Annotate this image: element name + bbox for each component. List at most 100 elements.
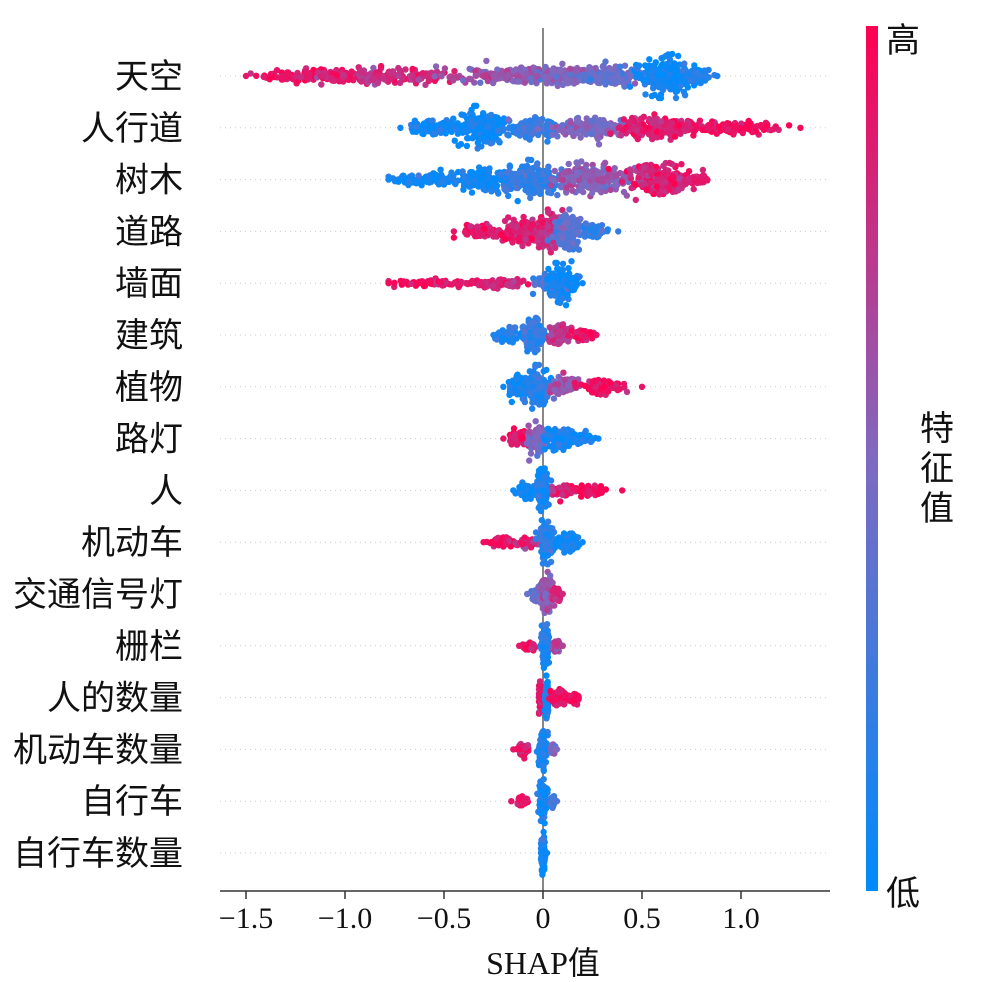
shap-point bbox=[597, 73, 604, 80]
shap-point bbox=[395, 72, 402, 79]
shap-point bbox=[482, 72, 490, 80]
shap-point bbox=[678, 161, 685, 168]
shap-point bbox=[432, 63, 440, 70]
shap-point bbox=[348, 68, 355, 75]
shap-point bbox=[253, 72, 260, 80]
shap-point bbox=[658, 55, 665, 62]
shap-point bbox=[569, 234, 577, 241]
shap-point bbox=[521, 398, 529, 406]
shap-point bbox=[419, 70, 427, 77]
max-outlier-point bbox=[638, 383, 646, 390]
shap-point bbox=[559, 60, 566, 67]
shap-point bbox=[515, 170, 522, 177]
shap-point bbox=[475, 125, 483, 133]
shap-point bbox=[770, 126, 777, 133]
shap-point bbox=[607, 130, 614, 137]
shap-point bbox=[581, 333, 589, 340]
shap-point bbox=[647, 179, 654, 186]
shap-point bbox=[358, 78, 365, 85]
shap-point bbox=[424, 70, 432, 77]
shap-point bbox=[415, 172, 422, 179]
shap-point bbox=[534, 170, 542, 178]
shap-point bbox=[549, 233, 556, 240]
shap-point bbox=[470, 121, 477, 128]
shap-point bbox=[469, 229, 476, 236]
shap-point bbox=[484, 123, 491, 130]
shap-point bbox=[583, 182, 590, 190]
shap-point bbox=[489, 282, 497, 289]
shap-point bbox=[508, 232, 515, 239]
shap-point bbox=[468, 189, 476, 196]
shap-point bbox=[567, 71, 574, 79]
shap-point bbox=[524, 230, 531, 237]
shap-point bbox=[495, 190, 502, 197]
shap-point bbox=[646, 56, 653, 63]
shap-point bbox=[279, 76, 287, 83]
colorbar-title-char: 值 bbox=[920, 489, 954, 529]
shap-point bbox=[666, 159, 673, 167]
min-outlier-point bbox=[397, 124, 404, 131]
shap-point bbox=[643, 186, 650, 194]
shap-point bbox=[498, 171, 505, 178]
shap-point bbox=[587, 329, 594, 336]
shap-point bbox=[528, 320, 535, 327]
shap-point bbox=[539, 219, 546, 226]
shap-point bbox=[616, 63, 624, 70]
shap-point bbox=[635, 71, 643, 78]
shap-point bbox=[657, 94, 665, 102]
shap-point bbox=[247, 70, 254, 77]
shap-point bbox=[627, 171, 634, 179]
shap-point bbox=[535, 189, 542, 196]
shap-point bbox=[529, 339, 536, 346]
shap-point bbox=[285, 73, 292, 81]
shap-point bbox=[520, 218, 527, 226]
shap-point bbox=[409, 72, 416, 80]
shap-point bbox=[604, 71, 611, 78]
shap-point bbox=[446, 74, 453, 81]
shap-point bbox=[510, 216, 517, 223]
feature-point-row bbox=[385, 258, 586, 309]
shap-point bbox=[666, 186, 673, 193]
shap-point bbox=[607, 186, 614, 194]
shap-point bbox=[568, 258, 575, 265]
feature-label: 自行车 bbox=[81, 782, 183, 822]
shap-point bbox=[707, 121, 715, 128]
shap-point bbox=[273, 67, 281, 74]
shap-point bbox=[588, 117, 595, 125]
shap-point bbox=[653, 183, 660, 190]
feature-label: 栅栏 bbox=[115, 627, 183, 667]
min-outlier-point bbox=[450, 228, 458, 235]
shap-point bbox=[533, 183, 541, 190]
shap-point bbox=[571, 379, 578, 387]
shap-point bbox=[590, 174, 597, 182]
shap-point bbox=[681, 60, 688, 67]
shap-point bbox=[537, 176, 544, 184]
feature-label: 植物 bbox=[115, 368, 183, 408]
shap-point bbox=[483, 57, 490, 65]
shap-point bbox=[591, 224, 598, 231]
shap-point bbox=[478, 181, 485, 188]
shap-point bbox=[438, 73, 445, 80]
shap-point bbox=[582, 220, 589, 227]
shap-point bbox=[533, 162, 540, 169]
shap-point bbox=[400, 172, 407, 179]
shap-point bbox=[654, 82, 661, 90]
shap-point bbox=[567, 119, 575, 127]
shap-point bbox=[560, 369, 567, 376]
feature-point-row bbox=[385, 156, 711, 205]
shap-point bbox=[455, 280, 462, 287]
shap-point bbox=[618, 178, 626, 185]
shap-point bbox=[467, 76, 475, 83]
shap-point bbox=[668, 127, 675, 134]
shap-point bbox=[481, 133, 488, 140]
shap-point bbox=[504, 186, 511, 193]
shap-point bbox=[461, 228, 469, 236]
shap-point bbox=[760, 126, 768, 134]
shap-point bbox=[534, 125, 541, 133]
shap-point bbox=[668, 119, 676, 127]
x-tick-label: −0.5 bbox=[417, 902, 471, 935]
shap-point bbox=[626, 83, 634, 90]
shap-point bbox=[521, 328, 528, 335]
feature-point-row bbox=[242, 50, 721, 102]
shap-point bbox=[553, 73, 560, 80]
